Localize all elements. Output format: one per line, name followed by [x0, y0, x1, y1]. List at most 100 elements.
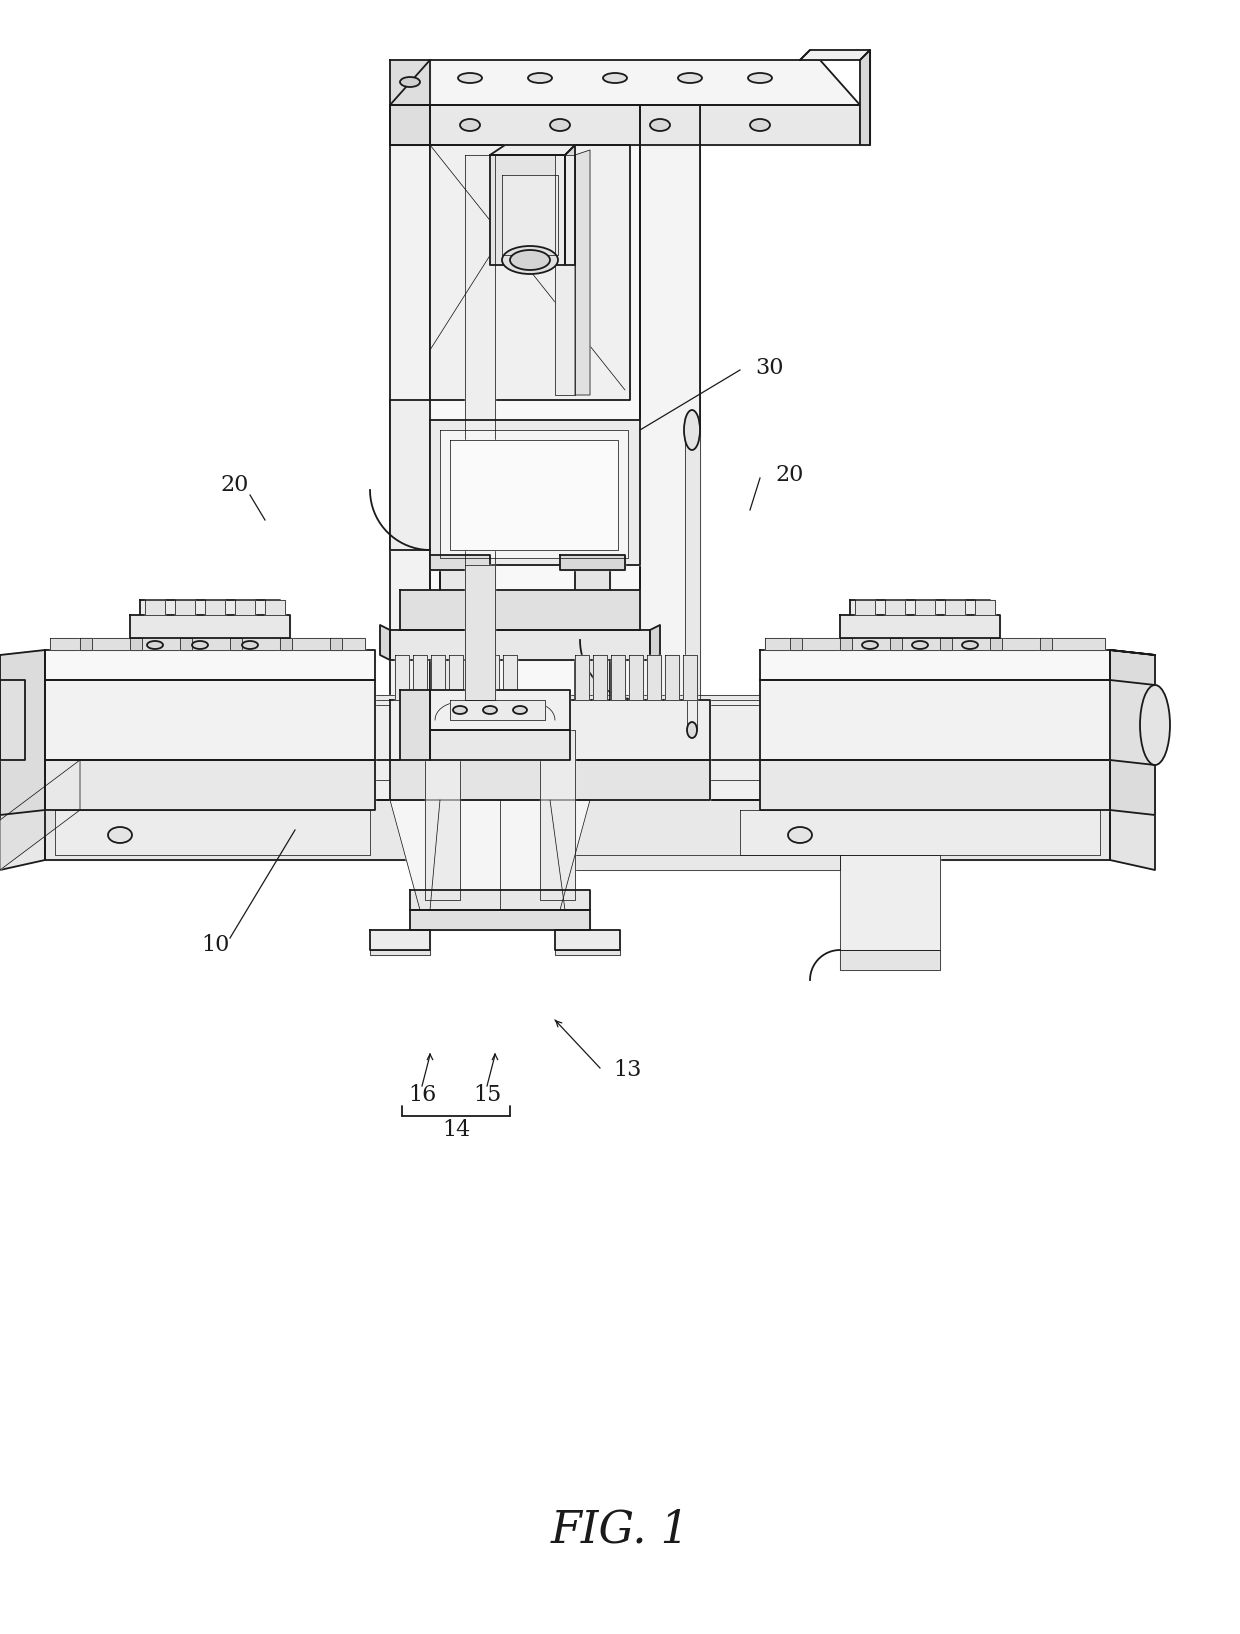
Polygon shape: [565, 145, 575, 265]
Polygon shape: [391, 105, 861, 145]
Polygon shape: [856, 600, 875, 614]
Polygon shape: [740, 810, 1100, 855]
Ellipse shape: [148, 641, 162, 649]
Polygon shape: [485, 655, 498, 699]
Polygon shape: [440, 565, 475, 730]
Polygon shape: [391, 631, 650, 660]
Polygon shape: [219, 699, 401, 779]
Polygon shape: [370, 949, 430, 954]
Ellipse shape: [528, 74, 552, 83]
Polygon shape: [410, 910, 590, 930]
Polygon shape: [556, 949, 620, 954]
Ellipse shape: [650, 119, 670, 131]
Polygon shape: [945, 600, 965, 614]
Polygon shape: [465, 565, 495, 699]
Polygon shape: [760, 680, 1110, 760]
Polygon shape: [556, 155, 575, 395]
Polygon shape: [236, 600, 255, 614]
Polygon shape: [647, 655, 661, 699]
Polygon shape: [1110, 680, 1154, 765]
Polygon shape: [440, 565, 475, 730]
Polygon shape: [430, 145, 630, 400]
Polygon shape: [430, 730, 570, 760]
Polygon shape: [701, 699, 920, 779]
Polygon shape: [915, 600, 935, 614]
Polygon shape: [175, 600, 195, 614]
Text: 20: 20: [221, 474, 249, 497]
Polygon shape: [861, 51, 870, 145]
Polygon shape: [467, 655, 481, 699]
Polygon shape: [450, 699, 546, 721]
Polygon shape: [1110, 650, 1154, 815]
Ellipse shape: [962, 641, 978, 649]
Polygon shape: [391, 60, 430, 145]
Polygon shape: [839, 949, 940, 971]
Polygon shape: [430, 105, 640, 730]
Ellipse shape: [460, 119, 480, 131]
Text: 13: 13: [613, 1059, 641, 1082]
Ellipse shape: [750, 119, 770, 131]
Polygon shape: [760, 650, 1110, 680]
Ellipse shape: [572, 711, 613, 730]
Polygon shape: [45, 801, 1110, 859]
Polygon shape: [391, 400, 430, 551]
Polygon shape: [839, 637, 852, 650]
Polygon shape: [0, 680, 25, 760]
Polygon shape: [0, 760, 81, 869]
Ellipse shape: [551, 119, 570, 131]
Polygon shape: [130, 637, 143, 650]
Polygon shape: [470, 570, 490, 585]
Polygon shape: [539, 730, 575, 900]
Polygon shape: [330, 637, 342, 650]
Polygon shape: [885, 600, 905, 614]
Polygon shape: [430, 556, 490, 570]
Polygon shape: [430, 690, 570, 730]
Polygon shape: [839, 614, 999, 637]
Ellipse shape: [510, 250, 551, 270]
Polygon shape: [401, 690, 430, 760]
Polygon shape: [45, 650, 374, 680]
Polygon shape: [560, 556, 625, 570]
Polygon shape: [575, 655, 589, 699]
Polygon shape: [391, 105, 430, 730]
Polygon shape: [265, 600, 285, 614]
Polygon shape: [450, 440, 618, 551]
Polygon shape: [391, 801, 590, 910]
Polygon shape: [1040, 637, 1052, 650]
Polygon shape: [687, 699, 697, 730]
Polygon shape: [219, 694, 920, 704]
Polygon shape: [45, 760, 374, 810]
Text: 20: 20: [775, 464, 804, 485]
Polygon shape: [81, 637, 92, 650]
Ellipse shape: [242, 641, 258, 649]
Polygon shape: [430, 420, 640, 565]
Polygon shape: [1110, 760, 1154, 869]
Polygon shape: [683, 655, 697, 699]
Polygon shape: [849, 600, 990, 614]
Polygon shape: [396, 655, 409, 699]
Polygon shape: [45, 680, 374, 760]
Polygon shape: [990, 637, 1002, 650]
Polygon shape: [391, 699, 711, 760]
Polygon shape: [55, 810, 370, 855]
Polygon shape: [490, 155, 565, 265]
Polygon shape: [410, 891, 590, 910]
Polygon shape: [440, 430, 627, 557]
Polygon shape: [205, 600, 224, 614]
Polygon shape: [425, 730, 460, 900]
Polygon shape: [413, 655, 427, 699]
Ellipse shape: [748, 74, 773, 83]
Ellipse shape: [687, 722, 697, 739]
Ellipse shape: [1140, 685, 1171, 765]
Polygon shape: [420, 855, 839, 869]
Polygon shape: [665, 655, 680, 699]
Polygon shape: [502, 175, 558, 255]
Ellipse shape: [513, 706, 527, 714]
Text: FIG. 1: FIG. 1: [551, 1508, 689, 1552]
Polygon shape: [640, 105, 701, 730]
Polygon shape: [229, 637, 242, 650]
Polygon shape: [0, 760, 45, 869]
Polygon shape: [1110, 650, 1154, 655]
Polygon shape: [975, 600, 994, 614]
Polygon shape: [490, 145, 575, 155]
